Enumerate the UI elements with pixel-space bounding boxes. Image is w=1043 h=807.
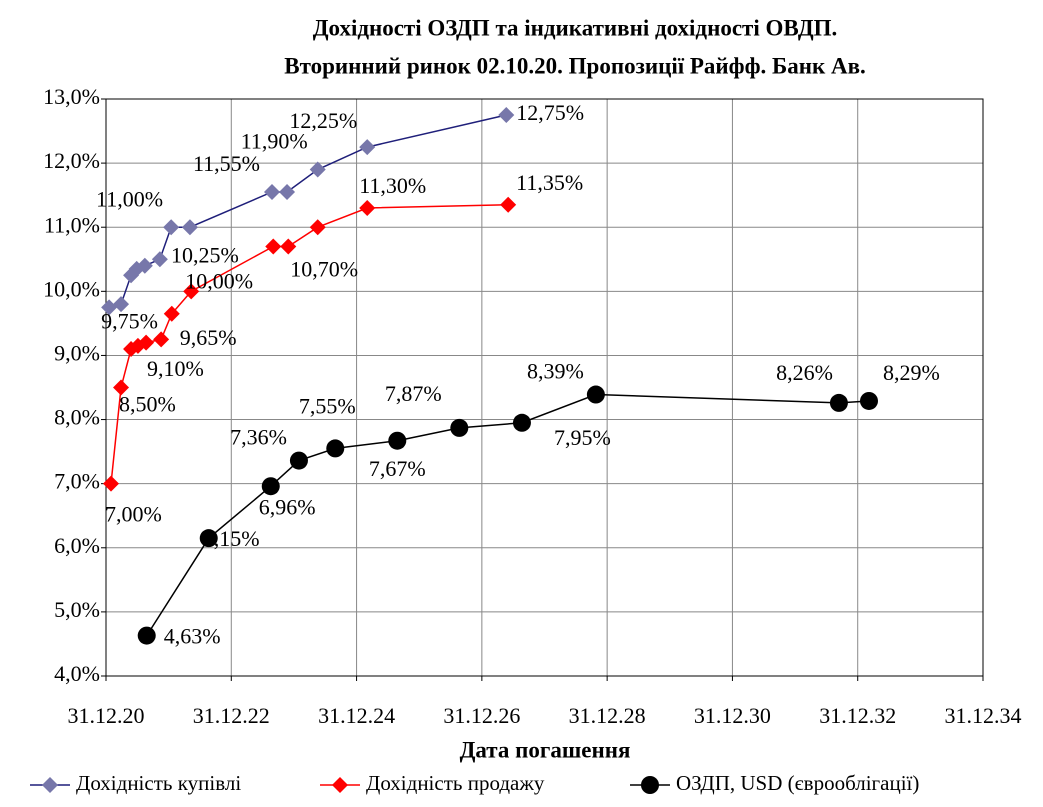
x-axis-label: Дата погашення: [460, 737, 631, 762]
point: [113, 296, 130, 313]
plot-border: [105, 98, 984, 677]
y-tick-label: 8,0%: [54, 405, 100, 430]
data-label: 9,75%: [101, 308, 158, 333]
point: [153, 331, 170, 348]
point: [103, 475, 120, 492]
data-label: 9,65%: [180, 325, 237, 350]
point: [309, 161, 326, 178]
point: [138, 334, 155, 351]
point: [359, 199, 376, 216]
data-label: 12,25%: [289, 108, 357, 133]
x-tick-label: 31.12.26: [443, 703, 520, 728]
point: [163, 219, 180, 236]
data-label: 12,75%: [516, 100, 584, 125]
point: [181, 219, 198, 236]
x-tick-label: 31.12.20: [68, 703, 145, 728]
data-label: 7,36%: [230, 425, 287, 450]
x-tick-label: 31.12.32: [819, 703, 896, 728]
point: [359, 139, 376, 156]
y-tick-label: 6,0%: [54, 533, 100, 558]
y-tick-label: 4,0%: [54, 661, 100, 686]
data-label: 11,90%: [241, 129, 308, 154]
point: [450, 418, 469, 437]
point: [280, 238, 297, 255]
point: [512, 413, 531, 432]
point: [279, 183, 296, 200]
data-label: 10,25%: [171, 242, 239, 267]
x-tick-label: 31.12.30: [694, 703, 771, 728]
x-tick-label: 31.12.28: [569, 703, 646, 728]
x-tick-label: 31.12.34: [945, 703, 1022, 728]
chart-subtitle: Вторинний ринок 02.10.20. Пропозиції Рай…: [284, 53, 866, 78]
data-label: 9,10%: [147, 356, 204, 381]
data-label: 8,50%: [119, 392, 176, 417]
point: [136, 257, 153, 274]
point: [829, 393, 848, 412]
x-tick-label: 31.12.22: [193, 703, 270, 728]
y-tick-label: 12,0%: [43, 148, 100, 173]
point: [113, 379, 130, 396]
point: [586, 385, 605, 404]
point: [859, 391, 878, 410]
data-label: 7,87%: [385, 381, 442, 406]
legend-label: Дохідність купівлі: [76, 771, 241, 795]
data-label: 11,35%: [516, 170, 583, 195]
point: [101, 299, 118, 316]
legend-marker: [641, 776, 659, 794]
point: [183, 283, 200, 300]
y-tick-label: 5,0%: [54, 597, 100, 622]
point: [264, 183, 281, 200]
data-label: 8,29%: [883, 360, 940, 385]
point: [137, 626, 156, 645]
point: [261, 477, 280, 496]
data-label: 8,39%: [527, 359, 584, 384]
y-tick-label: 7,0%: [54, 469, 100, 494]
data-label: 10,00%: [185, 268, 253, 293]
data-label: 11,30%: [359, 173, 426, 198]
point: [289, 451, 308, 470]
point: [326, 439, 345, 458]
y-tick-label: 11,0%: [44, 212, 100, 237]
y-tick-label: 13,0%: [43, 84, 100, 109]
point: [163, 305, 180, 322]
legend-label: Дохідність продажу: [366, 771, 545, 795]
data-label: 8,26%: [776, 360, 833, 385]
legend-marker: [42, 777, 58, 793]
data-label: 10,70%: [290, 257, 358, 282]
point: [500, 196, 517, 213]
point: [151, 251, 168, 268]
point: [498, 107, 515, 124]
data-label: 6,15%: [203, 526, 260, 551]
x-tick-label: 31.12.24: [318, 703, 395, 728]
data-label: 7,00%: [105, 502, 162, 527]
data-label: 11,00%: [96, 186, 163, 211]
data-label: 7,55%: [299, 393, 356, 418]
y-tick-label: 9,0%: [54, 340, 100, 365]
data-label: 6,96%: [259, 494, 316, 519]
point: [199, 529, 218, 548]
legend-label: ОЗДП, USD (єврооблігації): [676, 771, 919, 795]
data-label: 4,63%: [164, 624, 221, 649]
point: [388, 431, 407, 450]
point: [309, 219, 326, 236]
point: [265, 238, 282, 255]
y-tick-label: 10,0%: [43, 276, 100, 301]
data-label: 11,55%: [193, 151, 260, 176]
legend-marker: [332, 777, 348, 793]
chart-title: Дохідності ОЗДП та індикативні дохідност…: [313, 15, 838, 40]
data-label: 7,67%: [369, 456, 426, 481]
data-label: 7,95%: [554, 425, 611, 450]
